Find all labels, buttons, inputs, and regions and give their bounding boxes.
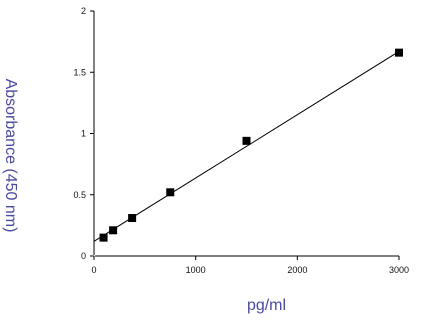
y-axis: 0 0.5 1 1.5 2 [73, 6, 95, 261]
data-point [128, 214, 137, 223]
data-point [242, 136, 251, 145]
data-point [99, 233, 108, 242]
data-point [166, 188, 175, 197]
data-point [395, 48, 403, 57]
y-tick-label: 2 [81, 6, 86, 16]
y-tick-label: 0.5 [73, 190, 86, 200]
x-tick-label: 2000 [287, 265, 307, 275]
fit-line [93, 51, 400, 242]
x-tick-label: 0 [91, 265, 96, 275]
data-points [99, 48, 403, 242]
y-tick-label: 0 [81, 251, 86, 261]
y-tick-label: 1 [81, 129, 86, 139]
y-axis-title: Absorbance (450 nm) [2, 79, 19, 233]
x-tick-label: 1000 [186, 265, 206, 275]
y-tick-label: 1.5 [73, 67, 86, 77]
x-tick-label: 3000 [389, 265, 409, 275]
x-axis-title: pg/ml [247, 297, 286, 314]
x-axis: 0 1000 2000 3000 [91, 255, 409, 275]
data-point [109, 226, 118, 235]
fit-line-group [93, 51, 400, 242]
